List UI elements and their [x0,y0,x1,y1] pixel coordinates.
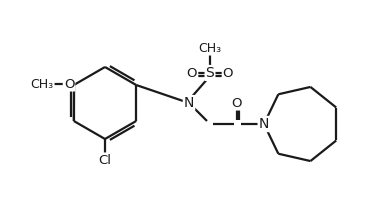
Text: O: O [232,96,242,110]
Text: O: O [223,66,233,80]
Text: N: N [259,117,269,131]
Text: S: S [206,66,214,80]
Text: CH₃: CH₃ [198,42,222,54]
Text: Cl: Cl [98,153,111,166]
Text: O: O [64,77,74,91]
Text: O: O [187,66,197,80]
Text: N: N [184,96,194,110]
Text: N: N [259,117,269,131]
Text: CH₃: CH₃ [30,77,54,91]
